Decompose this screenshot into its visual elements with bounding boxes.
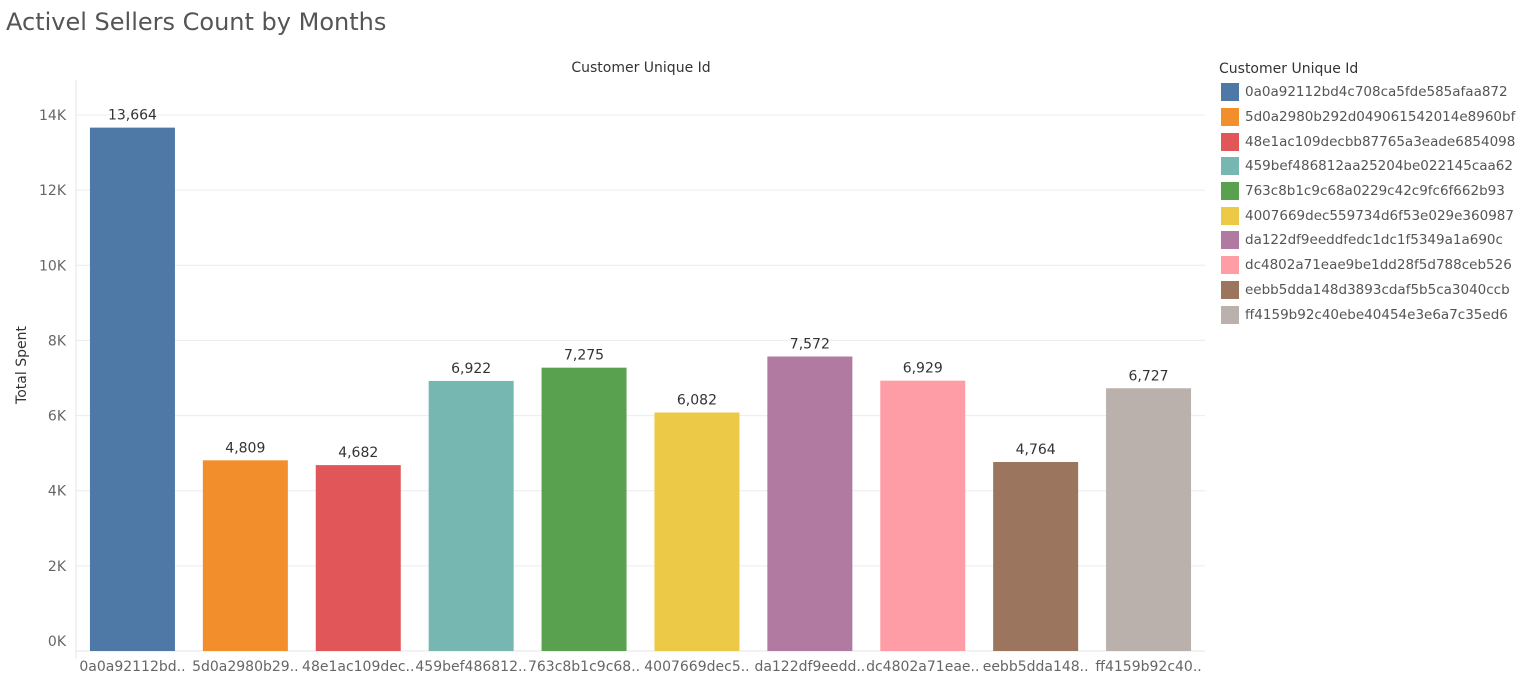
x-tick-label: 0a0a92112bd.. [79, 659, 185, 675]
legend: Customer Unique Id 0a0a92112bd4c708ca5fd… [1219, 60, 1531, 327]
data-label: 7,572 [790, 337, 830, 353]
legend-item[interactable]: eebb5dda148d3893cdaf5b5ca3040ccb [1219, 278, 1531, 303]
legend-label: eebb5dda148d3893cdaf5b5ca3040ccb [1245, 281, 1510, 298]
x-tick-label: 459bef486812.. [415, 659, 527, 675]
bar [202, 460, 288, 651]
legend-swatch [1221, 206, 1239, 225]
legend-label: da122df9eeddfedc1dc1f5349a1a690c [1245, 232, 1503, 249]
y-tick-label: 8K [48, 333, 67, 349]
legend-item[interactable]: 763c8b1c9c68a0229c42c9fc6f662b93 [1219, 179, 1531, 204]
legend-item[interactable]: 459bef486812aa25204be022145caa62 [1219, 154, 1531, 179]
bar [880, 380, 966, 651]
legend-item[interactable]: dc4802a71eae9be1dd28f5d788ceb526 [1219, 253, 1531, 278]
chart-title: Activel Sellers Count by Months [6, 8, 387, 36]
bar [541, 367, 627, 651]
legend-swatch [1221, 280, 1239, 299]
data-label: 7,275 [564, 348, 604, 364]
bar [1106, 388, 1192, 651]
data-label: 6,727 [1129, 368, 1169, 384]
x-tick-label: 5d0a2980b29.. [192, 659, 299, 675]
legend-item[interactable]: 4007669dec559734d6f53e029e360987 [1219, 203, 1531, 228]
bar [767, 356, 853, 651]
x-tick-label: ff4159b92c40.. [1095, 659, 1201, 675]
y-tick-label: 12K [39, 183, 67, 199]
legend-item[interactable]: ff4159b92c40ebe40454e3e6a7c35ed6 [1219, 302, 1531, 327]
legend-swatch [1221, 132, 1239, 151]
bar [654, 412, 740, 651]
bar [428, 380, 514, 651]
bar-chart: 0K 2K 4K 6K 8K 10K 12K 14K 13,664 0a0a92112bd.. 4,… [39, 80, 1205, 675]
bar [315, 465, 401, 651]
y-tick-label: 2K [48, 559, 67, 575]
legend-label: dc4802a71eae9be1dd28f5d788ceb526 [1245, 257, 1512, 274]
data-label: 6,082 [677, 392, 717, 408]
x-tick-label: 763c8b1c9c68.. [528, 659, 640, 675]
legend-swatch [1221, 108, 1239, 127]
y-tick-label: 0K [48, 634, 67, 650]
legend-swatch [1221, 83, 1239, 102]
legend-label: 5d0a2980b292d049061542014e8960bf [1245, 109, 1516, 126]
y-tick-label: 4K [48, 484, 67, 500]
legend-label: ff4159b92c40ebe40454e3e6a7c35ed6 [1245, 306, 1508, 323]
x-tick-label: 48e1ac109dec.. [302, 659, 414, 675]
legend-label: 0a0a92112bd4c708ca5fde585afaa872 [1245, 84, 1508, 101]
column-header: Customer Unique Id [571, 60, 711, 76]
y-tick-label: 10K [39, 258, 67, 274]
data-label: 6,929 [903, 361, 943, 377]
data-label: 4,809 [225, 440, 265, 456]
legend-label: 763c8b1c9c68a0229c42c9fc6f662b93 [1245, 183, 1505, 200]
x-tick-label: 4007669dec5.. [644, 659, 749, 675]
y-tick-label: 6K [48, 409, 67, 425]
legend-label: 459bef486812aa25204be022145caa62 [1245, 158, 1513, 175]
x-tick-label: dc4802a71eae.. [866, 659, 979, 675]
legend-swatch [1221, 256, 1239, 275]
legend-item[interactable]: 48e1ac109decbb87765a3eade6854098 [1219, 129, 1531, 154]
bar [993, 462, 1079, 651]
x-tick-label: da122df9eedd.. [754, 659, 865, 675]
y-tick-label: 14K [39, 108, 67, 124]
data-label: 4,764 [1016, 442, 1056, 458]
bar [89, 127, 175, 651]
legend-item[interactable]: 0a0a92112bd4c708ca5fde585afaa872 [1219, 80, 1531, 105]
legend-item[interactable]: 5d0a2980b292d049061542014e8960bf [1219, 105, 1531, 130]
legend-title: Customer Unique Id [1219, 61, 1359, 77]
legend-swatch [1221, 305, 1239, 324]
data-label: 13,664 [108, 108, 157, 124]
x-tick-label: eebb5dda148.. [983, 659, 1089, 675]
legend-items: 0a0a92112bd4c708ca5fde585afaa872 5d0a2980… [1219, 80, 1531, 327]
legend-item[interactable]: da122df9eeddfedc1dc1f5349a1a690c [1219, 228, 1531, 253]
legend-swatch [1221, 231, 1239, 250]
legend-swatch [1221, 182, 1239, 201]
data-label: 4,682 [338, 445, 378, 461]
legend-swatch [1221, 157, 1239, 176]
legend-label: 48e1ac109decbb87765a3eade6854098 [1245, 133, 1516, 150]
legend-label: 4007669dec559734d6f53e029e360987 [1245, 207, 1514, 224]
data-label: 6,922 [451, 361, 491, 377]
